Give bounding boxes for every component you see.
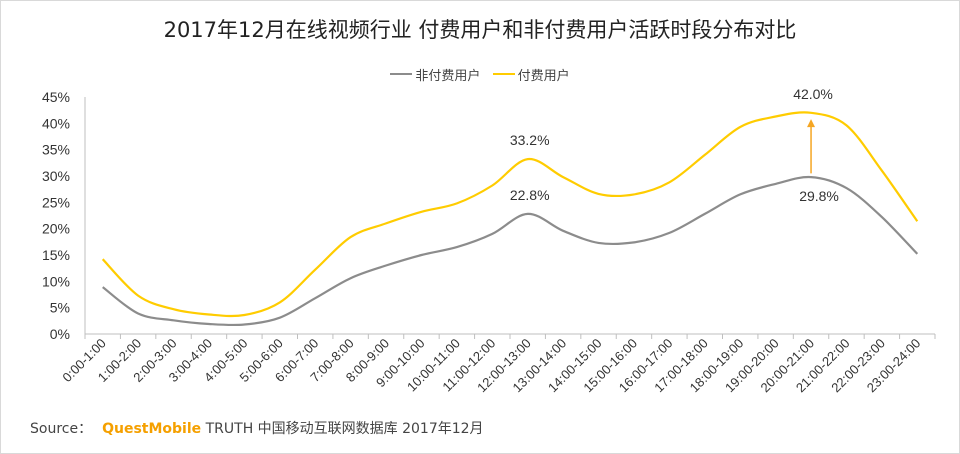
y-tick-label: 20% xyxy=(42,221,70,237)
y-tick-label: 10% xyxy=(42,273,70,289)
y-tick-label: 25% xyxy=(42,194,70,210)
legend-line-non-paying xyxy=(390,73,413,75)
series-line-non-paying xyxy=(102,175,919,327)
y-tick-label: 30% xyxy=(42,168,70,184)
source-label: Source： xyxy=(30,421,93,437)
legend-label-non-paying: 非付费用户 xyxy=(415,68,481,84)
y-tick-label: 0% xyxy=(50,326,70,342)
legend-label-paying: 付费用户 xyxy=(517,68,570,84)
source-brand-logo: QuestMobile xyxy=(102,421,202,437)
legend-item-non-paying: 非付费用户 xyxy=(390,65,480,84)
data-label: 22.8% xyxy=(510,187,550,203)
arrow-head xyxy=(807,119,816,128)
legend-line-paying xyxy=(492,73,515,75)
y-tick-label: 40% xyxy=(42,115,70,131)
source-description: TRUTH 中国移动互联网数据库 2017年12月 xyxy=(205,421,484,437)
chart-title: 2017年12月在线视频行业 付费用户和非付费用户活跃时段分布对比 xyxy=(163,18,797,42)
legend-item-paying: 付费用户 xyxy=(492,65,570,84)
y-tick-label: 15% xyxy=(42,247,70,263)
source-note: Source： QuestMobile TRUTH 中国移动互联网数据库 2017… xyxy=(30,418,484,438)
data-label: 29.8% xyxy=(799,188,839,204)
data-label: 33.2% xyxy=(510,132,550,148)
legend: 非付费用户 付费用户 xyxy=(0,64,960,84)
y-tick-label: 35% xyxy=(42,142,70,158)
data-label: 42.0% xyxy=(793,86,833,102)
series-line-paying xyxy=(101,111,919,318)
y-tick-label: 45% xyxy=(42,89,70,105)
y-tick-label: 5% xyxy=(50,300,70,316)
